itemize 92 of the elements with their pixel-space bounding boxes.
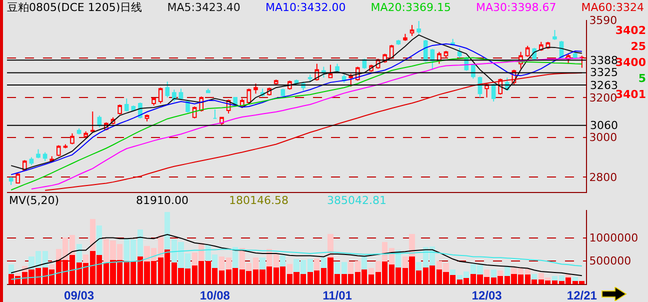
candlestick [308,74,312,82]
text: 385042.81 [327,194,386,207]
bar [402,256,408,268]
ref-line-label: 3060 [590,119,618,132]
candlestick [274,79,278,86]
bar [49,264,55,270]
candlestick [280,88,286,98]
candlestick [178,88,184,100]
candlestick [144,114,150,122]
y-tick-label: 3000 [589,131,618,144]
bar [572,277,578,281]
x-tick-label: 11/01 [322,288,352,302]
candlestick [90,110,95,132]
bar [83,254,89,264]
text: MA10:3432.00 [265,0,346,14]
y-tick-label: 3590 [589,14,618,27]
candlestick [416,20,421,34]
text: MA5:3423.40 [167,0,240,14]
text: MA30:3398.67 [476,0,556,14]
candlestick [212,108,218,119]
text: 5 [638,72,646,85]
bar [532,274,538,280]
y-tick-label: 1000000 [589,232,638,245]
candlestick [444,50,448,58]
candlestick [158,87,163,104]
x-tick-label: 12/21 [566,288,598,302]
text: 25 [630,40,646,53]
candlestick [335,63,340,72]
y-tick-label: 2800 [589,170,618,184]
text: MA60:3324 [581,0,644,14]
candlestick [423,39,428,62]
bar [504,266,510,276]
bar [280,255,286,266]
chart-title: 豆粕0805(DCE 1205)日线 [7,0,142,14]
candlestick [165,81,170,98]
bar [96,226,102,255]
bar [409,234,415,257]
bar [314,258,320,271]
candlestick [29,156,34,166]
candlestick [403,33,408,42]
candlestick [206,88,210,94]
candlestick [348,73,354,88]
text: 3401 [615,88,646,101]
candlestick [186,100,190,113]
bar [450,270,456,276]
candlestick [525,45,530,58]
bar [490,270,496,278]
bar [232,247,238,268]
bar [90,218,96,252]
candlestick [118,104,122,115]
x-tick-label: 12/03 [472,288,502,302]
ref-line-label: 3325 [590,66,618,79]
candlestick [457,47,462,58]
bar [484,270,490,278]
candlestick [152,97,156,106]
text: MA20:3369.15 [370,0,451,14]
candlestick [36,148,40,159]
bar [76,244,82,262]
candlestick [8,176,14,186]
bar [8,264,14,274]
candlestick [580,55,584,68]
text: 81910.00 [136,194,188,207]
candlestick [63,144,68,149]
candlestick [410,24,414,36]
candlestick [84,130,88,138]
bar [498,270,504,276]
bar [260,258,266,270]
y-tick-label: 500000 [589,254,632,268]
candlestick [70,132,74,145]
bar [286,264,292,274]
text: 3402 [615,24,646,37]
candlestick [254,83,258,94]
bar [362,255,368,270]
candlestick [16,172,20,184]
candlestick [389,44,394,58]
x-tick-label: 10/08 [200,288,230,302]
line-series [10,248,582,280]
line-series [10,234,582,276]
text: MV(5,20) [9,194,60,207]
candlestick [76,128,82,135]
bar [320,258,326,268]
bar [15,272,21,276]
candlestick [328,64,333,78]
x-tick-label: 09/03 [64,288,94,302]
text: 180146.58 [229,194,288,207]
candlestick [42,152,48,162]
candlestick [124,98,129,112]
candlestick [552,29,557,40]
candlestick [56,144,61,157]
bar [328,234,334,258]
y-tick-label: 3200 [589,91,618,104]
ref-line-label: 3263 [590,79,618,92]
